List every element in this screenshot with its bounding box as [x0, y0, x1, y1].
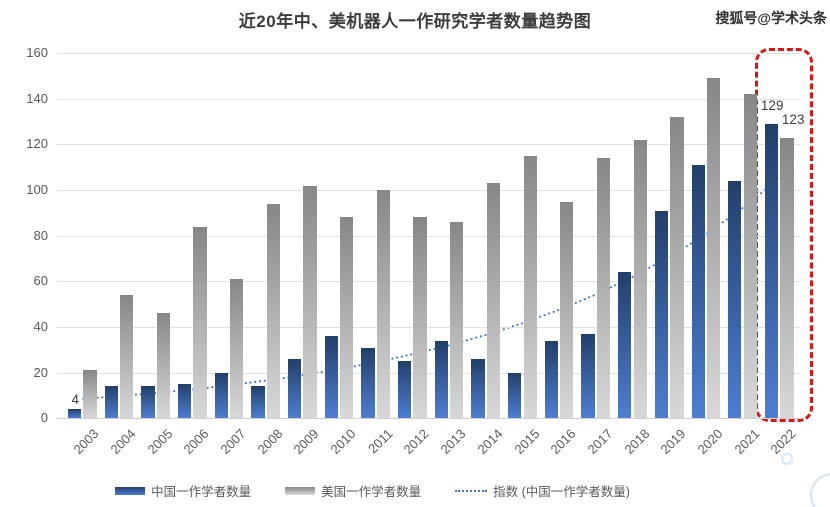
data-label-2003-0: 4 [71, 392, 80, 408]
bar-usa-2014 [486, 183, 501, 419]
y-tick-label-80: 80 [33, 227, 48, 243]
gridline-80 [57, 235, 800, 237]
legend-swatch-trend [455, 489, 488, 492]
bar-china-2007 [214, 372, 228, 419]
bar-china-2013 [434, 340, 449, 419]
bar-usa-2007 [230, 279, 244, 419]
x-tick-label-2003: 2003 [70, 426, 102, 458]
bar-china-2014 [471, 358, 485, 419]
bar-china-2016 [544, 340, 559, 419]
legend-label-china: 中国一作学者数量 [151, 485, 252, 499]
bar-usa-2010 [340, 217, 354, 419]
y-tick-label-40: 40 [33, 318, 48, 334]
bar-usa-2015 [523, 155, 537, 419]
bar-china-2011 [361, 347, 375, 419]
x-tick-label-2022: 2022 [767, 426, 799, 458]
x-tick-label-2015: 2015 [511, 426, 543, 458]
x-tick-label-2014: 2014 [474, 426, 506, 458]
y-tick-label-0: 0 [40, 410, 48, 426]
bar-usa-2005 [156, 313, 171, 419]
x-tick-label-2017: 2017 [584, 426, 616, 458]
legend-swatch-usa [285, 486, 316, 495]
bar-usa-2022 [780, 137, 794, 419]
x-tick-label-2005: 2005 [144, 426, 176, 458]
x-tick-label-2012: 2012 [400, 426, 433, 458]
gridline-140 [57, 98, 800, 100]
bar-china-2015 [508, 372, 522, 419]
bar-china-2005 [141, 386, 155, 419]
data-label-2022-0: 129 [760, 97, 784, 113]
watermark-bubble-small-icon [781, 453, 793, 465]
x-tick-label-2007: 2007 [217, 426, 249, 458]
watermark-bubble-large-icon [809, 472, 830, 507]
sohu-watermark: 搜狐号@学术头条 [715, 10, 827, 26]
gridline-20 [57, 372, 800, 374]
bar-usa-2011 [376, 190, 391, 419]
gridline-100 [57, 190, 800, 192]
legend-swatch-china [115, 486, 146, 495]
bar-china-2009 [288, 358, 302, 419]
x-tick-label-2021: 2021 [731, 426, 763, 458]
y-tick-label-60: 60 [33, 273, 48, 289]
bar-china-2010 [324, 336, 339, 419]
gridline-160 [57, 53, 800, 55]
legend-item-china: 中国一作学者数量 [115, 481, 251, 500]
gridline-120 [57, 144, 800, 146]
y-tick-label-140: 140 [26, 90, 48, 106]
bar-usa-2016 [560, 201, 574, 419]
y-tick-label-100: 100 [26, 182, 48, 198]
bar-china-2022 [764, 123, 779, 419]
gridline-40 [57, 326, 800, 328]
x-tick-label-2016: 2016 [547, 426, 579, 458]
x-tick-label-2011: 2011 [364, 426, 396, 457]
legend-item-trend: 指数 (中国一作学者数量) [455, 481, 630, 500]
bar-usa-2017 [596, 158, 611, 419]
bar-usa-2021 [743, 94, 757, 419]
x-tick-label-2020: 2020 [694, 426, 726, 458]
gridline-0 [57, 418, 800, 420]
gridline-60 [57, 281, 800, 283]
x-tick-label-2009: 2009 [290, 426, 323, 458]
x-tick-label-2006: 2006 [180, 426, 212, 458]
bar-usa-2020 [706, 78, 721, 419]
bar-china-2006 [177, 384, 192, 419]
y-tick-label-160: 160 [26, 45, 48, 61]
bar-china-2021 [728, 180, 742, 419]
bar-usa-2004 [120, 295, 134, 419]
bar-usa-2006 [193, 226, 207, 419]
bar-usa-2008 [266, 203, 281, 419]
bar-china-2008 [251, 386, 265, 419]
legend: 中国一作学者数量 美国一作学者数量 指数 (中国一作学者数量) [0, 481, 745, 500]
bar-usa-2013 [450, 222, 464, 419]
x-tick-label-2008: 2008 [254, 426, 286, 458]
bar-china-2003 [67, 409, 82, 419]
bar-china-2017 [581, 333, 595, 419]
x-tick-label-2018: 2018 [621, 426, 653, 458]
bar-china-2019 [654, 210, 669, 419]
bar-china-2004 [104, 386, 118, 419]
legend-label-usa: 美国一作学者数量 [321, 485, 422, 499]
y-tick-label-120: 120 [26, 136, 48, 152]
bar-usa-2003 [83, 370, 97, 419]
legend-item-usa: 美国一作学者数量 [285, 481, 421, 500]
bar-usa-2009 [303, 185, 317, 419]
bar-usa-2019 [670, 117, 684, 419]
x-tick-label-2004: 2004 [107, 426, 139, 458]
bar-china-2012 [398, 361, 412, 419]
y-tick-label-20: 20 [33, 364, 48, 380]
x-tick-label-2019: 2019 [657, 426, 689, 458]
bar-china-2018 [618, 272, 632, 419]
x-tick-label-2013: 2013 [437, 426, 469, 458]
chart-title: 近20年中、美机器人一作研究学者数量趋势图 [238, 12, 592, 31]
bar-usa-2012 [413, 217, 427, 419]
data-label-2022-1: 123 [781, 111, 805, 127]
bar-china-2020 [691, 165, 705, 419]
x-tick-label-2010: 2010 [327, 426, 359, 458]
bar-usa-2018 [633, 139, 647, 419]
legend-label-trend: 指数 (中国一作学者数量) [493, 485, 630, 499]
